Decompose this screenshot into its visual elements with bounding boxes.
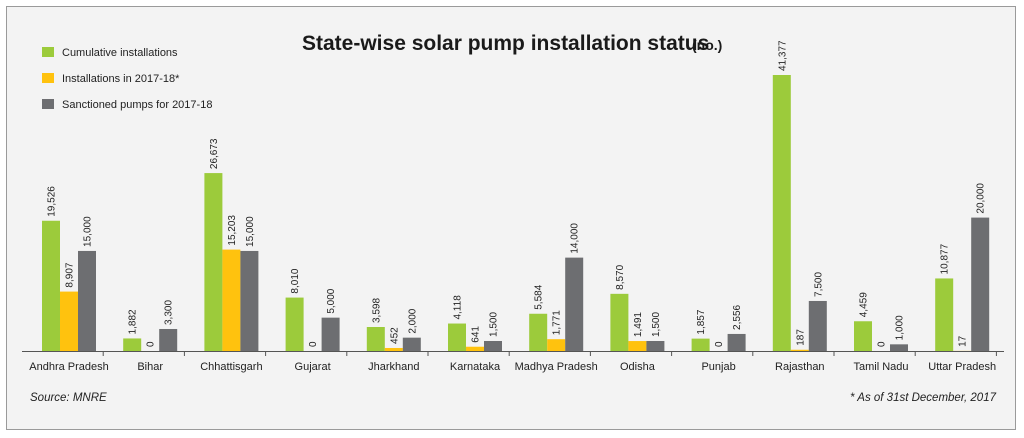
bar-value-label: 7,500 xyxy=(813,272,824,297)
bar-value-label: 1,882 xyxy=(128,309,139,334)
bar-value-label: 26,673 xyxy=(209,138,220,169)
bar-value-label: 15,000 xyxy=(245,216,256,247)
bar xyxy=(628,341,647,351)
bar xyxy=(285,297,304,351)
bar xyxy=(466,346,484,351)
category-label: Karnataka xyxy=(450,361,501,373)
bar xyxy=(565,257,584,351)
bar-value-label: 8,907 xyxy=(65,262,76,287)
category-label: Rajasthan xyxy=(775,361,825,373)
bar-value-label: 0 xyxy=(714,341,725,347)
bar xyxy=(204,173,223,351)
bar xyxy=(935,278,954,351)
bar-value-label: 187 xyxy=(795,329,806,346)
bar-value-label: 15,000 xyxy=(83,216,94,247)
bar-value-label: 10,877 xyxy=(940,243,951,274)
chart-legend: Cumulative installations Installations in… xyxy=(42,47,212,111)
bar-value-label: 20,000 xyxy=(976,183,987,214)
bar-value-label: 2,000 xyxy=(407,308,418,333)
bar xyxy=(448,323,466,351)
chart-title-unit: (no.) xyxy=(692,37,722,53)
bar-value-label: 1,857 xyxy=(696,309,707,334)
bar xyxy=(222,249,241,351)
source-note: Source: MNRE xyxy=(30,392,107,404)
bar-value-label: 3,598 xyxy=(371,298,382,323)
bar xyxy=(529,313,548,351)
legend-label: Cumulative installations xyxy=(62,47,178,59)
bar-value-label: 2,556 xyxy=(732,304,743,329)
bar-value-label: 452 xyxy=(389,327,400,344)
bar xyxy=(790,349,809,351)
x-axis: Andhra Pradesh Bihar Chhattisgarh Gujarat Jh… xyxy=(22,351,1004,373)
bar xyxy=(60,291,78,351)
bar xyxy=(366,327,385,351)
bar xyxy=(547,339,566,351)
footnote: * As of 31st December, 2017 xyxy=(850,392,997,404)
bar xyxy=(484,340,502,351)
category-label: Gujarat xyxy=(295,361,331,373)
category-label: Andhra Pradesh xyxy=(29,361,109,373)
bar-value-label: 4,459 xyxy=(859,292,870,317)
category-label: Madhya Pradesh xyxy=(515,361,598,373)
category-label: Bihar xyxy=(137,361,163,373)
bar-value-label: 15,203 xyxy=(227,215,238,246)
bar xyxy=(159,328,178,351)
bar-value-label: 17 xyxy=(958,335,969,347)
bar-value-label: 5,584 xyxy=(534,284,545,309)
bar xyxy=(321,317,340,351)
bar-value-label: 41,377 xyxy=(777,40,788,71)
bar-value-label: 8,570 xyxy=(615,264,626,289)
bar-value-label: 1,000 xyxy=(895,315,906,340)
bar xyxy=(727,333,746,351)
bar xyxy=(610,293,629,351)
bar xyxy=(123,338,142,351)
bar-value-label: 3,300 xyxy=(164,300,175,325)
legend-swatch xyxy=(42,47,54,57)
bar xyxy=(854,321,872,351)
chart-frame xyxy=(6,6,1016,430)
chart-title: State-wise solar pump installation statu… xyxy=(302,32,709,55)
bar xyxy=(890,344,908,351)
bar xyxy=(971,217,990,351)
legend-label: Installations in 2017-18* xyxy=(62,73,180,85)
category-label: Chhattisgarh xyxy=(200,361,262,373)
legend-swatch xyxy=(42,99,54,109)
bar-value-label: 1,491 xyxy=(633,312,644,337)
category-label: Tamil Nadu xyxy=(853,361,908,373)
bar-value-label: 0 xyxy=(877,341,888,347)
bar xyxy=(78,250,96,351)
bar xyxy=(808,300,827,351)
bar xyxy=(646,340,665,351)
legend-label: Sanctioned pumps for 2017-18 xyxy=(62,99,212,111)
legend-swatch xyxy=(42,73,54,83)
bar-value-label: 1,771 xyxy=(552,310,563,335)
bar-value-label: 0 xyxy=(146,341,157,347)
bar-value-label: 4,118 xyxy=(453,295,464,320)
bar xyxy=(772,75,791,351)
bar-value-label: 0 xyxy=(308,341,319,347)
category-label: Uttar Pradesh xyxy=(928,361,996,373)
bars-group: 19,526 8,907 15,000 1,882 0 3,300 26,673 15,203… xyxy=(42,40,990,351)
bar-value-label: 641 xyxy=(471,326,482,343)
bar-value-label: 14,000 xyxy=(570,223,581,254)
bar-value-label: 5,000 xyxy=(326,288,337,313)
category-label: Jharkhand xyxy=(368,361,419,373)
bar xyxy=(402,337,421,351)
bar xyxy=(691,338,710,351)
bar-value-label: 1,500 xyxy=(651,312,662,337)
bar-value-label: 19,526 xyxy=(47,186,58,217)
category-label: Punjab xyxy=(701,361,735,373)
bar xyxy=(42,220,60,351)
bar-value-label: 1,500 xyxy=(489,312,500,337)
bar xyxy=(384,347,403,351)
bar xyxy=(240,250,259,351)
category-label: Odisha xyxy=(620,361,656,373)
bar-value-label: 8,010 xyxy=(290,268,301,293)
